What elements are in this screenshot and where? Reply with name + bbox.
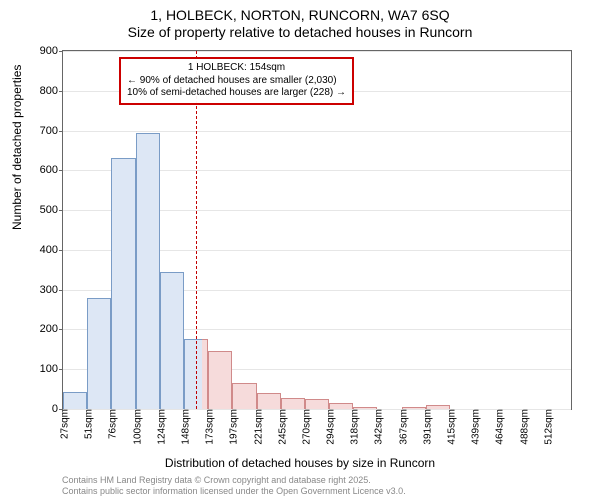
x-tick-label: 148sqm [176,409,191,445]
x-tick-label: 173sqm [201,409,216,445]
histogram-bar [136,133,160,409]
y-tick-label: 300 [40,284,63,296]
x-tick-label: 51sqm [80,409,95,439]
histogram-bar [87,298,111,409]
highlight-line [196,51,198,409]
annotation-line1: 1 HOLBECK: 154sqm [127,62,346,75]
x-tick-label: 76sqm [104,409,119,439]
y-tick-label: 200 [40,323,63,335]
histogram-bar [305,399,329,409]
histogram-bar [232,383,256,409]
plot-area: 010020030040050060070080090027sqm51sqm76… [62,50,572,410]
y-tick-label: 100 [40,363,63,375]
annotation-line2: ← 90% of detached houses are smaller (2,… [127,75,346,88]
x-axis-label: Distribution of detached houses by size … [0,456,600,470]
footer-attribution: Contains HM Land Registry data © Crown c… [62,475,406,498]
x-tick-label: 367sqm [394,409,409,445]
x-tick-label: 488sqm [515,409,530,445]
chart-title: 1, HOLBECK, NORTON, RUNCORN, WA7 6SQ [0,0,600,24]
x-tick-label: 197sqm [225,409,240,445]
x-tick-label: 124sqm [152,409,167,445]
histogram-bar [208,351,232,409]
histogram-bar [111,158,135,409]
y-tick-label: 800 [40,85,63,97]
y-tick-label: 400 [40,244,63,256]
y-tick-label: 700 [40,125,63,137]
x-tick-label: 464sqm [491,409,506,445]
x-tick-label: 27sqm [56,409,71,439]
histogram-bar [63,392,87,409]
x-tick-label: 391sqm [418,409,433,445]
grid-line [63,131,571,132]
histogram-bar [257,393,281,409]
footer-line1: Contains HM Land Registry data © Crown c… [62,475,406,486]
x-tick-label: 100sqm [128,409,143,445]
x-tick-label: 512sqm [539,409,554,445]
x-tick-label: 415sqm [443,409,458,445]
x-tick-label: 318sqm [346,409,361,445]
y-tick-label: 500 [40,204,63,216]
chart-subtitle: Size of property relative to detached ho… [0,24,600,44]
y-axis-label: Number of detached properties [10,65,24,230]
histogram-chart: 1, HOLBECK, NORTON, RUNCORN, WA7 6SQ Siz… [0,0,600,500]
y-tick-label: 600 [40,164,63,176]
histogram-bar [184,339,202,409]
x-tick-label: 221sqm [249,409,264,445]
y-tick-label: 900 [40,45,63,57]
histogram-bar [160,272,184,409]
x-tick-label: 245sqm [273,409,288,445]
annotation-box: 1 HOLBECK: 154sqm ← 90% of detached hous… [119,57,354,105]
x-tick-label: 294sqm [322,409,337,445]
grid-line [63,51,571,52]
annotation-line3: 10% of semi-detached houses are larger (… [127,87,346,100]
x-tick-label: 342sqm [370,409,385,445]
x-tick-label: 439sqm [467,409,482,445]
histogram-bar [281,398,305,409]
footer-line2: Contains public sector information licen… [62,486,406,497]
x-tick-label: 270sqm [297,409,312,445]
